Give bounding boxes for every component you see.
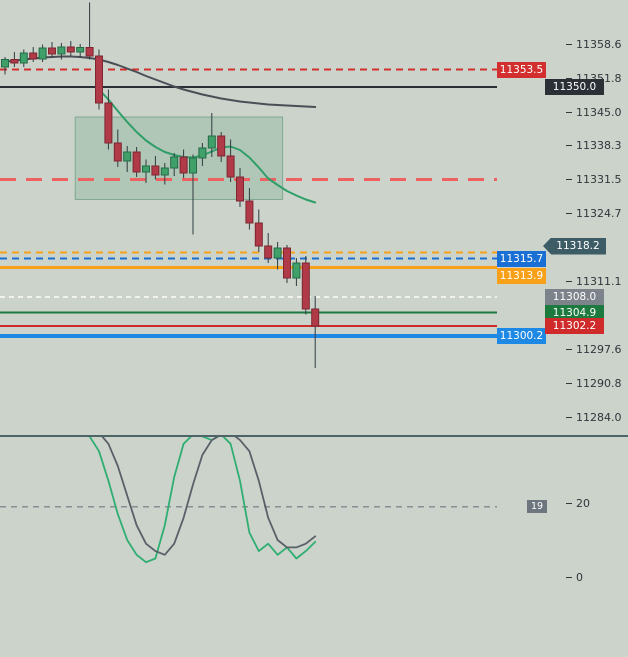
fast-oscillator-line xyxy=(88,437,317,564)
candle xyxy=(151,165,160,176)
fast-ma-line xyxy=(98,88,317,204)
candle xyxy=(10,59,19,64)
candle xyxy=(254,222,263,247)
slow-oscillator-line xyxy=(101,437,317,556)
candle xyxy=(226,155,235,178)
candle xyxy=(76,47,85,53)
candle xyxy=(19,52,28,64)
candle xyxy=(66,46,75,53)
candle xyxy=(113,142,122,162)
candle xyxy=(170,156,179,169)
candle xyxy=(132,151,141,173)
indicator-pane[interactable] xyxy=(0,437,628,657)
candle xyxy=(198,147,207,159)
slow-ma-line xyxy=(4,55,317,108)
candle xyxy=(264,245,273,259)
candle xyxy=(95,55,103,104)
candle xyxy=(142,165,150,173)
candle xyxy=(38,47,47,60)
candle xyxy=(29,52,38,60)
candle xyxy=(1,59,9,68)
pane-separator[interactable] xyxy=(0,435,628,437)
candle xyxy=(301,262,310,310)
candle xyxy=(123,151,132,162)
candle xyxy=(189,157,197,174)
candle xyxy=(104,102,113,144)
candle xyxy=(292,262,301,279)
candle xyxy=(85,47,94,57)
candle xyxy=(283,247,291,279)
candle xyxy=(160,167,169,176)
candle xyxy=(48,47,56,55)
candle xyxy=(57,46,66,55)
candle xyxy=(273,247,282,259)
candle xyxy=(311,308,320,327)
candle xyxy=(179,156,188,174)
candle xyxy=(207,135,216,149)
candle xyxy=(245,200,254,224)
main-chart-pane[interactable] xyxy=(0,0,628,435)
candle xyxy=(217,135,226,157)
candle xyxy=(236,176,244,202)
